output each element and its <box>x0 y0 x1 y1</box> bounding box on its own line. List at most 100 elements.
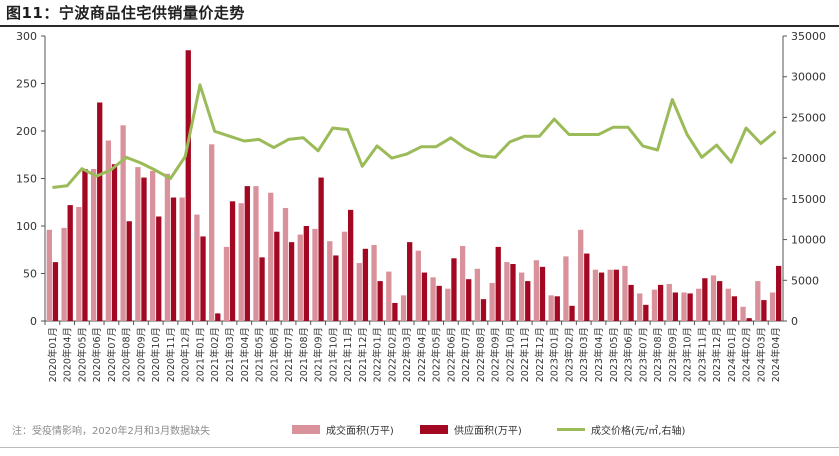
bar-area <box>666 283 672 321</box>
bar-supply <box>97 102 103 321</box>
x-tick-label: 2023年08月 <box>652 327 664 382</box>
bar-area <box>607 269 613 321</box>
x-tick-label: 2021年11月 <box>342 327 354 382</box>
bar-supply <box>598 272 605 321</box>
bottom-rule <box>0 447 839 448</box>
bar-area <box>504 262 510 321</box>
x-tick-label: 2021年01月 <box>195 327 207 382</box>
bar-supply <box>126 221 132 321</box>
y-left-tick-label: 50 <box>23 268 37 281</box>
x-tick-label: 2020年11月 <box>165 327 177 382</box>
y-right-tick-label: 20000 <box>791 152 826 165</box>
x-tick-label: 2021年12月 <box>357 327 369 382</box>
y-right-tick-label: 0 <box>791 315 798 328</box>
bar-area <box>135 167 141 321</box>
x-tick-label: 2022年10月 <box>504 327 516 382</box>
y-right-tick-label: 35000 <box>791 30 826 43</box>
x-tick-label: 2023年09月 <box>667 327 679 382</box>
bar-supply <box>185 50 191 321</box>
x-tick-label: 2022年12月 <box>534 327 546 382</box>
bar-supply <box>539 266 546 321</box>
bar-supply <box>347 209 354 321</box>
bar-supply <box>554 296 560 321</box>
x-tick-label: 2022年03月 <box>401 327 413 382</box>
bar-area <box>46 229 52 321</box>
bar-supply <box>510 264 516 321</box>
y-left-tick-label: 0 <box>30 315 37 328</box>
bar-supply <box>480 299 487 321</box>
legend-label-price: 成交价格(元/㎡,右轴) <box>591 426 686 437</box>
x-tick-label: 2021年04月 <box>239 327 251 382</box>
x-tick-label: 2023年11月 <box>696 327 708 382</box>
x-tick-label: 2021年05月 <box>254 327 266 382</box>
figure-title: 图11：宁波商品住宅供销量价走势 <box>6 4 245 22</box>
legend-item-supply: 供应面积(万平) <box>420 422 522 437</box>
x-tick-label: 2020年12月 <box>180 327 192 382</box>
x-tick-label: 2023年10月 <box>682 327 694 382</box>
bar-area <box>105 140 112 321</box>
bar-supply <box>318 177 324 321</box>
bar-area <box>755 281 761 321</box>
x-tick-label: 2020年10月 <box>150 327 162 382</box>
bar-area <box>386 271 392 321</box>
x-tick-label: 2022年05月 <box>431 327 443 382</box>
bar-area <box>459 245 466 321</box>
x-tick-label: 2024年01月 <box>726 327 738 382</box>
legend-label-supply: 供应面积(万平) <box>454 426 522 437</box>
bar-supply <box>156 216 162 321</box>
y-left-tick-label: 150 <box>16 173 37 186</box>
bar-supply <box>613 269 619 321</box>
bar-area <box>769 292 776 321</box>
x-tick-label: 2022年11月 <box>519 327 531 382</box>
x-tick-label: 2023年01月 <box>549 327 561 382</box>
x-tick-label: 2023年03月 <box>578 327 590 382</box>
bar-area <box>400 295 407 321</box>
legend-item-price: 成交价格(元/㎡,右轴) <box>557 422 685 437</box>
bar-area <box>312 228 318 321</box>
x-tick-label: 2020年07月 <box>106 327 118 382</box>
bar-area <box>710 275 717 321</box>
x-tick-label: 2020年06月 <box>91 327 103 382</box>
bar-area <box>179 197 185 321</box>
bar-area <box>740 306 746 321</box>
bar-area <box>268 192 274 321</box>
bar-area <box>194 214 200 321</box>
x-tick-label: 2022年04月 <box>416 327 428 382</box>
y-left-tick-label: 250 <box>16 78 37 91</box>
bar-area <box>696 288 702 321</box>
x-tick-label: 2020年01月 <box>47 327 59 382</box>
bar-area <box>238 203 244 321</box>
bar-area <box>90 169 97 321</box>
bar-supply <box>466 279 472 321</box>
bar-supply <box>672 292 678 321</box>
bar-area <box>371 245 377 321</box>
bar-supply <box>761 300 767 321</box>
bar-supply <box>259 257 265 321</box>
bar-area <box>651 289 658 321</box>
bar-supply <box>451 258 457 321</box>
bar-supply <box>525 281 531 321</box>
x-tick-label: 2023年07月 <box>637 327 649 382</box>
x-tick-label: 2021年02月 <box>209 327 221 382</box>
x-tick-label: 2020年04月 <box>62 327 74 382</box>
bar-supply <box>687 293 693 321</box>
bar-supply <box>288 242 295 321</box>
bar-supply <box>377 281 383 321</box>
bar-area <box>297 234 303 321</box>
bar-supply <box>628 284 634 321</box>
x-tick-label: 2021年08月 <box>298 327 310 382</box>
y-left-tick-label: 200 <box>16 125 37 138</box>
bar-area <box>76 207 82 321</box>
y-right-tick-label: 30000 <box>791 71 826 84</box>
bar-area <box>578 229 584 321</box>
x-tick-label: 2020年09月 <box>135 327 147 382</box>
x-tick-label: 2022年02月 <box>386 327 398 382</box>
bar-supply <box>407 242 413 321</box>
x-tick-label: 2023年12月 <box>711 327 723 382</box>
bar-supply <box>657 284 664 321</box>
bar-area <box>356 263 362 321</box>
footnote: 注：受疫情影响，2020年2月和3月数据缺失 <box>12 426 211 437</box>
bar-supply <box>111 164 118 321</box>
x-tick-label: 2021年09月 <box>313 327 325 382</box>
bar-area <box>120 125 126 321</box>
